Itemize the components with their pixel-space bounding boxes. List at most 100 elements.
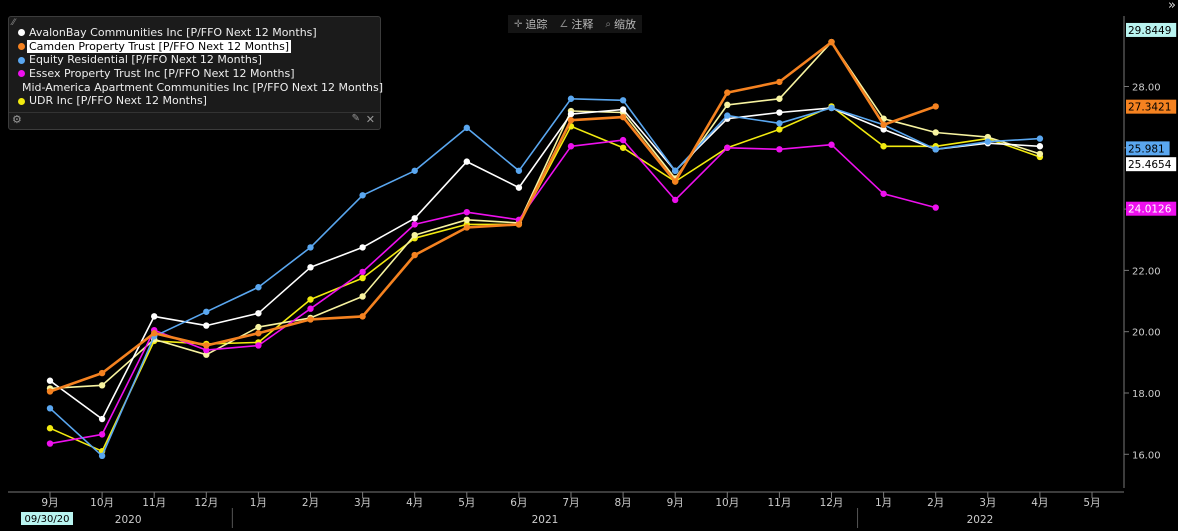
data-point bbox=[567, 110, 575, 118]
data-point bbox=[984, 138, 991, 145]
data-point bbox=[828, 141, 835, 148]
gear-icon[interactable]: ⚙ bbox=[12, 113, 22, 126]
y-tick-label: 20.00 bbox=[1132, 328, 1161, 339]
data-point bbox=[463, 124, 470, 132]
data-point bbox=[515, 167, 523, 174]
end-value-box bbox=[1126, 141, 1170, 156]
data-point bbox=[1036, 135, 1044, 142]
data-point bbox=[307, 305, 314, 312]
legend-swatch bbox=[18, 70, 25, 78]
zoom-button[interactable]: ⌕ 缩放 bbox=[599, 15, 642, 33]
data-point bbox=[463, 224, 470, 231]
track-button[interactable]: ✛ 追踪 bbox=[508, 15, 553, 33]
data-point bbox=[151, 313, 158, 320]
data-point bbox=[567, 117, 575, 124]
data-point bbox=[880, 143, 887, 150]
data-point bbox=[619, 113, 627, 121]
legend-item[interactable]: UDR Inc [P/FFO Next 12 Months] bbox=[18, 94, 380, 108]
resize-grip-icon[interactable]: ⁄⁄ bbox=[12, 18, 16, 28]
data-point bbox=[880, 190, 887, 197]
end-value-box bbox=[1126, 22, 1177, 37]
data-point bbox=[463, 216, 470, 224]
data-point bbox=[411, 231, 418, 239]
x-axis: 9月 10月 11月 12月 1月 2月 3月 4月 5月 6月 7月 8月 9月 10月 11月 12月 1月… bbox=[8, 491, 1124, 528]
close-icon[interactable]: ✕ bbox=[365, 113, 375, 126]
data-point bbox=[1036, 150, 1044, 158]
x-tick-label: 11月 bbox=[142, 497, 166, 509]
end-value-box bbox=[1126, 201, 1177, 216]
y-tick-label: 22.00 bbox=[1132, 266, 1161, 277]
data-point bbox=[359, 274, 366, 282]
data-point bbox=[255, 330, 262, 337]
end-value-label: 24.0126 bbox=[1128, 204, 1172, 216]
expand-icon[interactable]: » bbox=[1168, 0, 1176, 13]
x-tick-label: 7月 bbox=[562, 497, 579, 509]
pin-icon[interactable]: ✎ bbox=[351, 113, 360, 124]
data-point bbox=[411, 221, 418, 228]
legend-label: UDR Inc [P/FFO Next 12 Months] bbox=[29, 94, 207, 108]
data-point bbox=[932, 129, 939, 136]
data-point bbox=[359, 293, 366, 300]
data-point bbox=[359, 313, 366, 320]
data-point bbox=[724, 101, 731, 109]
end-value-box bbox=[1126, 157, 1177, 172]
data-point bbox=[307, 316, 314, 323]
zoom-label: 缩放 bbox=[613, 18, 636, 31]
data-point bbox=[359, 268, 366, 276]
data-point bbox=[203, 342, 210, 349]
end-value-label: 27.3421 bbox=[1128, 102, 1171, 114]
x-tick-label: 12月 bbox=[194, 497, 218, 509]
x-tick-label: 3月 bbox=[354, 497, 371, 509]
data-point bbox=[1036, 143, 1044, 150]
annotate-button[interactable]: ∠ 注释 bbox=[553, 15, 599, 33]
legend-swatch bbox=[18, 43, 25, 51]
end-value-labels: 25.4654 27.3421 25.981 24.0126 29.8449 bbox=[1126, 22, 1177, 216]
x-tick-label: 11月 bbox=[767, 497, 791, 509]
data-point bbox=[307, 296, 314, 303]
legend-swatch bbox=[18, 97, 25, 105]
crosshair-icon: ✛ bbox=[514, 18, 523, 30]
data-point bbox=[880, 126, 887, 133]
legend-item[interactable]: Equity Residential [P/FFO Next 12 Months… bbox=[18, 53, 380, 67]
series-line bbox=[49, 105, 1041, 453]
series-layer bbox=[46, 38, 1044, 460]
data-point bbox=[46, 425, 54, 432]
data-point bbox=[46, 377, 54, 384]
data-point bbox=[619, 136, 627, 144]
x-tick-label: 9月 bbox=[667, 497, 684, 509]
data-point bbox=[307, 244, 314, 251]
data-point bbox=[203, 322, 210, 329]
legend-label: AvalonBay Communities Inc [P/FFO Next 12… bbox=[29, 26, 317, 39]
legend-item[interactable]: Essex Property Trust Inc [P/FFO Next 12 … bbox=[18, 67, 380, 81]
legend-item[interactable]: Mid-America Apartment Communities Inc [P… bbox=[18, 81, 383, 95]
x-tick-label: 4月 bbox=[406, 497, 423, 509]
x-tick-label: 4月 bbox=[1031, 497, 1048, 509]
data-point bbox=[776, 126, 783, 133]
data-point bbox=[307, 264, 314, 271]
x-tick-label: 10月 bbox=[715, 497, 739, 509]
data-point bbox=[932, 146, 939, 153]
x-tick-label: 2月 bbox=[927, 497, 944, 509]
legend-swatch bbox=[18, 29, 25, 37]
series bbox=[46, 38, 939, 395]
y-tick-label: 16.00 bbox=[1132, 450, 1161, 461]
series bbox=[46, 136, 939, 447]
data-point bbox=[672, 167, 679, 174]
legend-label: Camden Property Trust [P/FFO Next 12 Mon… bbox=[27, 39, 292, 54]
legend-item[interactable]: Camden Property Trust [P/FFO Next 12 Mon… bbox=[18, 39, 380, 54]
data-point bbox=[776, 120, 783, 127]
data-point bbox=[828, 104, 835, 112]
series-line bbox=[49, 40, 937, 393]
data-point bbox=[776, 95, 783, 102]
legend-list: AvalonBay Communities Inc [P/FFO Next 12… bbox=[9, 17, 383, 108]
data-point bbox=[98, 431, 106, 438]
data-point bbox=[724, 144, 731, 151]
data-point bbox=[411, 251, 418, 259]
data-point bbox=[567, 95, 575, 102]
x-tick-label: 8月 bbox=[615, 497, 632, 509]
start-date-label: 09/30/20 bbox=[25, 514, 70, 525]
data-point bbox=[359, 192, 366, 199]
legend-item[interactable]: AvalonBay Communities Inc [P/FFO Next 12… bbox=[18, 26, 380, 40]
data-point bbox=[255, 323, 262, 331]
